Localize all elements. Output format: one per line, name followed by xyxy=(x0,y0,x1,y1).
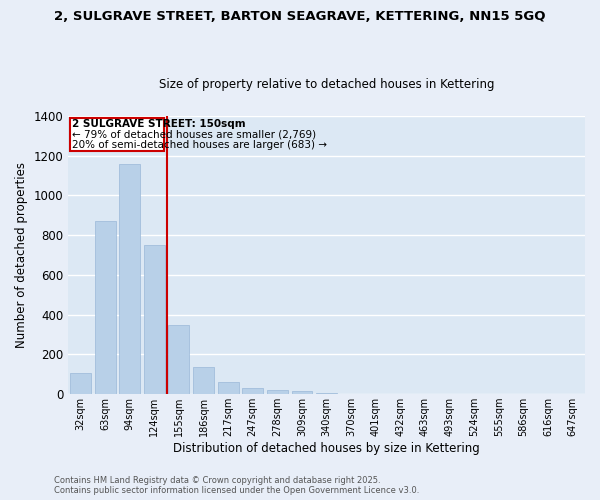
Bar xyxy=(70,374,91,394)
Bar xyxy=(267,390,288,394)
Bar xyxy=(119,164,140,394)
Bar xyxy=(193,368,214,394)
Text: 20% of semi-detached houses are larger (683) →: 20% of semi-detached houses are larger (… xyxy=(71,140,326,149)
Bar xyxy=(169,324,190,394)
Title: Size of property relative to detached houses in Kettering: Size of property relative to detached ho… xyxy=(159,78,494,91)
Text: ← 79% of detached houses are smaller (2,769): ← 79% of detached houses are smaller (2,… xyxy=(71,130,316,140)
Bar xyxy=(144,245,165,394)
Bar xyxy=(292,391,313,394)
X-axis label: Distribution of detached houses by size in Kettering: Distribution of detached houses by size … xyxy=(173,442,480,455)
Bar xyxy=(218,382,239,394)
Bar xyxy=(95,221,116,394)
Text: 2, SULGRAVE STREET, BARTON SEAGRAVE, KETTERING, NN15 5GQ: 2, SULGRAVE STREET, BARTON SEAGRAVE, KET… xyxy=(54,10,546,23)
Bar xyxy=(242,388,263,394)
FancyBboxPatch shape xyxy=(70,118,164,150)
Text: Contains HM Land Registry data © Crown copyright and database right 2025.
Contai: Contains HM Land Registry data © Crown c… xyxy=(54,476,419,495)
Bar xyxy=(316,392,337,394)
Text: 2 SULGRAVE STREET: 150sqm: 2 SULGRAVE STREET: 150sqm xyxy=(71,120,245,130)
Y-axis label: Number of detached properties: Number of detached properties xyxy=(15,162,28,348)
